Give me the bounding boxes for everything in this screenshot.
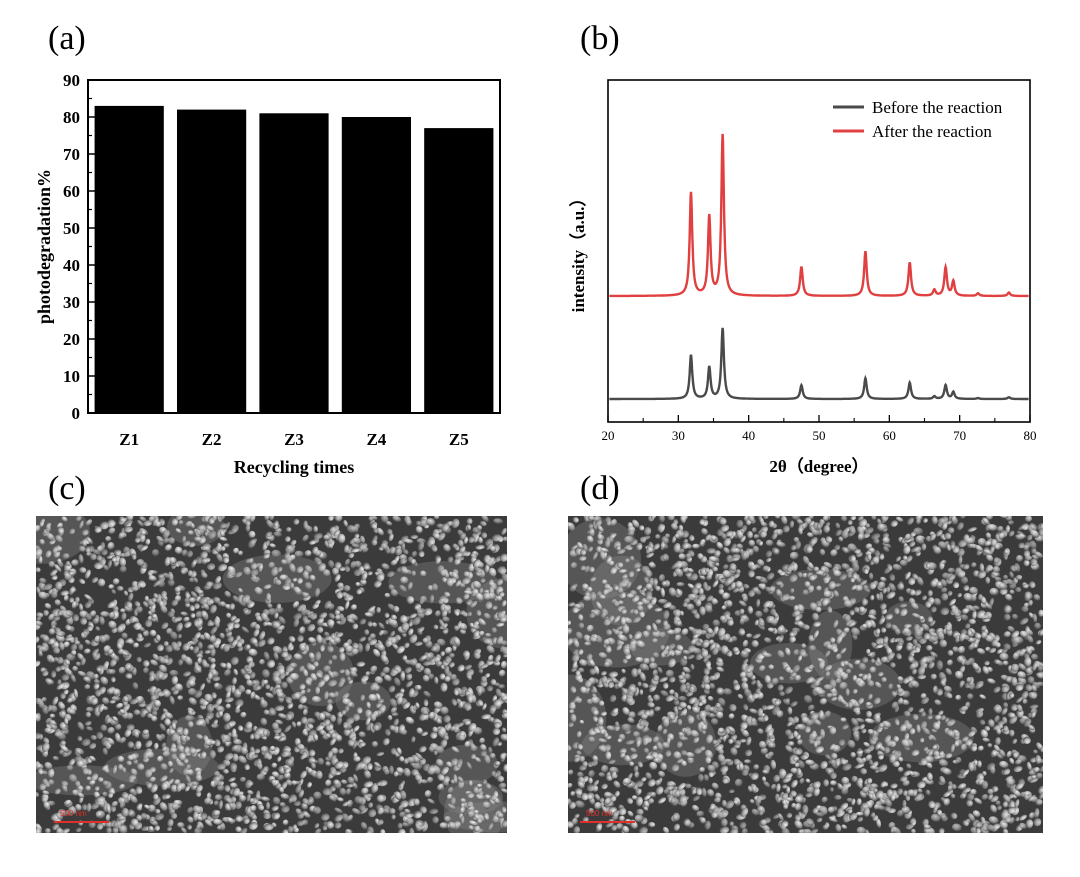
xrd-line-chart: 20 30 40 50 60 70 80 Before the reaction After t…: [568, 79, 1037, 476]
bar-z5: [424, 128, 494, 413]
sem-image-before: 500 nm: [36, 516, 507, 833]
panel-label-a: (a): [48, 20, 86, 57]
bar-chart-photodegradation: Z1 Z2 Z3 Z4 Z5 0 10 20 30 40 50 60 70 80 90 Recycling t…: [34, 71, 501, 477]
scale-bar-line: [580, 821, 635, 823]
x-tick-label: 80: [1024, 428, 1037, 443]
x-tick-label: Z4: [366, 430, 386, 449]
x-tick-label: Z5: [449, 430, 469, 449]
y-tick-label: 90: [63, 71, 80, 90]
panel-label-c: (c): [48, 470, 86, 507]
panel-label-d: (d): [580, 470, 620, 507]
x-axis-label: Recycling times: [234, 457, 354, 477]
y-tick-label: 40: [63, 256, 80, 275]
plot-frame: [607, 79, 1031, 423]
y-axis-label: photodegradation%: [34, 169, 54, 324]
scale-bar-label: 500 nm: [586, 809, 613, 818]
x-tick-label: 60: [883, 428, 896, 443]
y-tick-label: 10: [63, 367, 80, 386]
panel-label-b: (b): [580, 20, 620, 57]
legend-entry: Before the reaction: [872, 98, 1003, 117]
bar-z2: [176, 109, 247, 413]
y-tick-label: 50: [63, 219, 80, 238]
bar-z4: [341, 117, 412, 413]
x-tick-label: Z1: [119, 430, 139, 449]
x-tick-label: 40: [742, 428, 755, 443]
sem-texture-before: [36, 516, 507, 833]
scale-bar-line: [54, 821, 109, 823]
scale-bar-label: 500 nm: [60, 809, 87, 818]
bar-z1: [94, 105, 164, 414]
y-tick-label: 30: [63, 293, 80, 312]
bar-z3: [259, 113, 329, 414]
y-tick-label: 20: [63, 330, 80, 349]
y-tick-label: 80: [63, 108, 80, 127]
x-tick-label: Z3: [284, 430, 304, 449]
series-line-after: [609, 133, 1029, 298]
legend-entry: After the reaction: [872, 122, 992, 141]
series-line-before: [609, 327, 1029, 401]
y-tick-label: 0: [72, 404, 81, 423]
y-tick-label: 60: [63, 182, 80, 201]
x-tick-label: 20: [602, 428, 615, 443]
sem-texture-after: [568, 516, 1043, 833]
y-tick-label: 70: [63, 145, 80, 164]
x-tick-label: 30: [672, 428, 685, 443]
x-axis-label: 2θ（degree）: [769, 456, 868, 476]
x-tick-label: 50: [813, 428, 826, 443]
x-tick-label: 70: [953, 428, 966, 443]
plot-frame: [87, 79, 501, 414]
y-axis-label: intensity（a.u.）: [568, 190, 588, 313]
x-tick-label: Z2: [202, 430, 222, 449]
sem-image-after: 500 nm: [568, 516, 1043, 833]
